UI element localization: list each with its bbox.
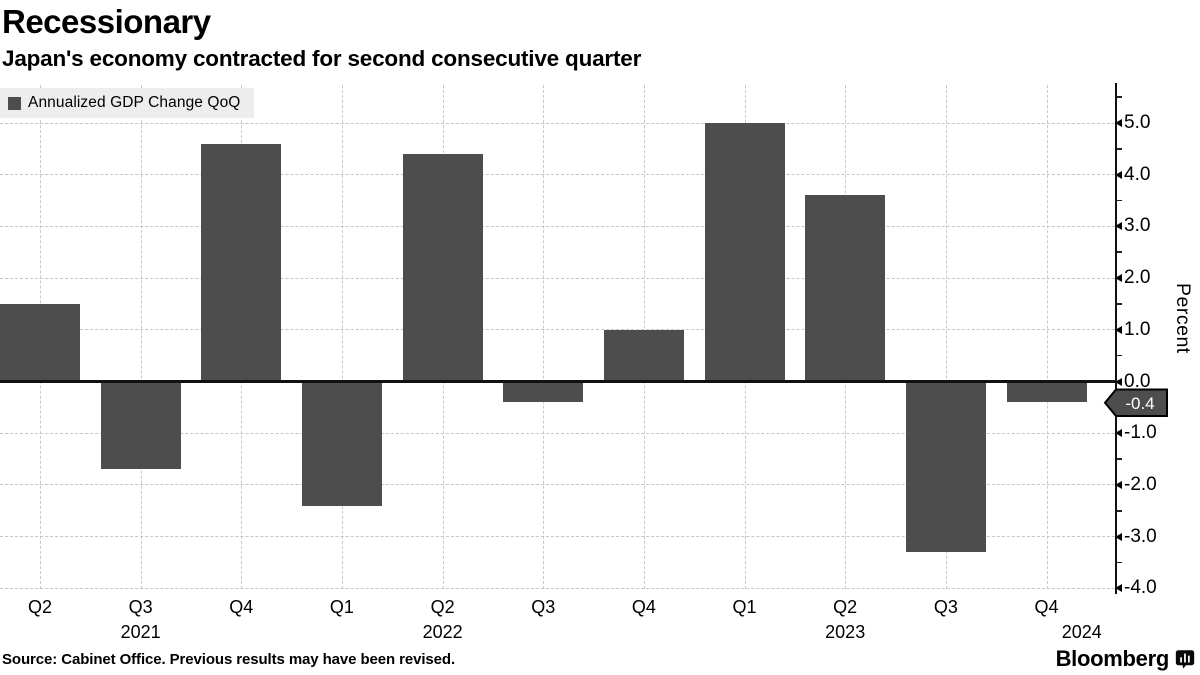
h-gridline	[0, 277, 1115, 279]
x-tick-label: Q2	[27, 597, 52, 617]
bar-q4-2	[201, 143, 282, 382]
bar-q4-6	[603, 329, 684, 382]
v-gridline	[1046, 85, 1048, 589]
h-gridline	[0, 174, 1115, 176]
h-gridline	[0, 432, 1115, 434]
legend-label: Annualized GDP Change QoQ	[28, 94, 241, 111]
chart-title: Recessionary	[2, 3, 211, 40]
y-minor-tick	[1116, 509, 1122, 512]
bar-q2-4	[402, 154, 483, 382]
bar-q3-5	[503, 381, 584, 403]
y-minor-tick	[1116, 458, 1122, 460]
bar-q4-10	[1006, 381, 1087, 403]
bar-q1-3	[301, 381, 382, 506]
legend-swatch-icon	[8, 96, 21, 110]
y-tick-label: 0.0	[1124, 370, 1151, 392]
latest-value-tag: -0.4	[1103, 388, 1168, 417]
y-tick-label: 5.0	[1124, 112, 1151, 133]
bar-q2-0	[0, 303, 80, 382]
v-gridline	[140, 85, 142, 589]
y-axis-title: Percent	[1172, 283, 1194, 354]
bloomberg-wordmark: Bloomberg	[1055, 646, 1170, 671]
x-tick-label: Q3	[128, 597, 153, 617]
y-tick-label: 4.0	[1124, 163, 1151, 185]
y-minor-tick	[1116, 303, 1122, 305]
y-major-tick	[1115, 119, 1122, 127]
y-minor-tick	[1116, 199, 1122, 202]
y-minor-tick	[1116, 96, 1122, 98]
h-gridline	[0, 329, 1115, 331]
y-tick-label: -4.0	[1124, 577, 1157, 599]
x-tick-label: Q2	[430, 597, 455, 617]
bar-q3-1	[100, 381, 181, 470]
y-major-tick	[1115, 377, 1122, 386]
y-major-tick	[1115, 532, 1122, 541]
h-gridline	[0, 122, 1115, 124]
x-tick-label: Q4	[229, 597, 254, 617]
x-tick-label: Q3	[933, 597, 958, 617]
x-tick-label: Q4	[631, 597, 656, 617]
x-year-label: 2022	[422, 622, 463, 642]
bar-q1-7	[704, 123, 785, 382]
y-tick-label: 1.0	[1124, 318, 1151, 340]
x-tick-label: Q1	[732, 597, 757, 617]
x-tick-label: Q3	[531, 597, 556, 617]
bloomberg-chart-bubble-icon	[1175, 650, 1195, 669]
x-tick-label: Q1	[329, 597, 354, 617]
h-gridline	[0, 536, 1115, 538]
x-tick-label: Q4	[1034, 597, 1059, 617]
x-year-label: 2024	[1061, 622, 1102, 642]
v-gridline	[543, 85, 545, 589]
y-tick-label: -3.0	[1124, 525, 1157, 547]
v-gridline	[945, 85, 947, 589]
x-year-label: 2023	[825, 622, 866, 642]
legend: Annualized GDP Change QoQ	[0, 88, 255, 118]
y-axis-line	[1115, 83, 1117, 594]
y-major-tick	[1115, 584, 1122, 593]
y-minor-tick	[1116, 148, 1122, 150]
y-major-tick	[1115, 480, 1122, 489]
y-major-tick	[1115, 222, 1122, 231]
bar-q3-9	[905, 381, 986, 553]
zero-baseline	[0, 380, 1115, 383]
v-gridline	[341, 85, 343, 589]
y-major-tick	[1115, 170, 1122, 179]
source-note: Source: Cabinet Office. Previous results…	[2, 651, 456, 668]
chart-subtitle: Japan's economy contracted for second co…	[2, 46, 642, 71]
y-tick-label: -2.0	[1124, 473, 1157, 495]
y-tick-label: 2.0	[1124, 267, 1151, 289]
x-tick-label: Q2	[833, 597, 858, 617]
y-tick-label: 3.0	[1124, 215, 1151, 237]
bloomberg-logo: Bloomberg	[1056, 646, 1195, 672]
y-minor-tick	[1116, 561, 1122, 564]
h-gridline	[0, 484, 1115, 486]
x-year-label: 2021	[120, 622, 161, 642]
y-tick-label: -1.0	[1124, 422, 1157, 444]
y-major-tick	[1115, 325, 1122, 334]
bar-q2-8	[805, 195, 886, 382]
y-minor-tick	[1116, 251, 1122, 254]
y-major-tick	[1115, 429, 1122, 438]
latest-value-tag-text: -0.4	[1125, 394, 1154, 413]
h-gridline	[0, 587, 1115, 589]
latest-value-tag-shape	[1103, 388, 1168, 417]
y-minor-tick	[1116, 354, 1122, 357]
y-major-tick	[1115, 274, 1122, 283]
h-gridline	[0, 225, 1115, 227]
